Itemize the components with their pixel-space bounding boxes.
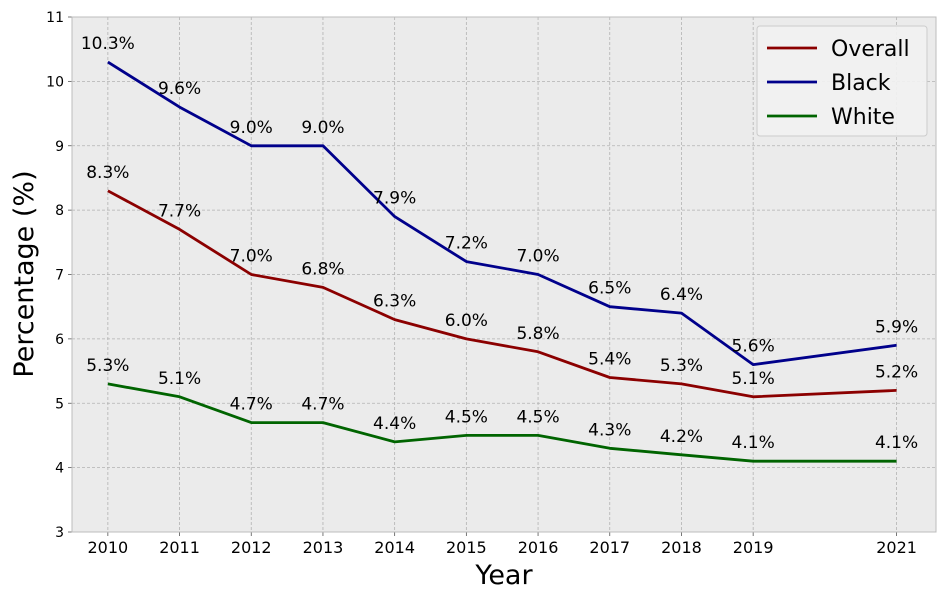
data-label-black: 7.9% (373, 189, 416, 209)
x-tick-label: 2011 (159, 538, 200, 557)
legend-label-overall: Overall (831, 37, 910, 62)
y-tick-label: 7 (55, 268, 64, 284)
y-tick-label: 8 (55, 203, 64, 219)
y-tick-label: 11 (46, 10, 64, 26)
data-label-overall: 5.4% (588, 350, 631, 370)
y-tick-label: 5 (55, 396, 64, 412)
data-label-overall: 5.1% (732, 369, 775, 389)
y-tick-label: 4 (55, 461, 64, 477)
data-label-overall: 7.7% (158, 201, 201, 221)
legend-label-black: Black (831, 71, 891, 96)
data-label-white: 4.4% (373, 414, 416, 434)
data-label-white: 4.3% (588, 420, 631, 440)
data-label-overall: 6.0% (445, 311, 488, 331)
series-line-white (107, 382, 897, 463)
data-label-black: 9.0% (301, 118, 344, 138)
x-tick-label: 2019 (733, 538, 774, 557)
data-label-overall: 8.3% (86, 163, 129, 183)
data-label-white: 4.1% (875, 433, 918, 453)
data-label-white: 4.5% (516, 407, 559, 427)
data-label-white: 4.1% (732, 433, 775, 453)
data-label-black: 7.2% (445, 234, 488, 254)
x-tick-label: 2018 (661, 538, 702, 557)
x-axis-title: Year (474, 560, 533, 591)
data-labels: 8.3% 7.7% 7.0% 6.8% 6.3% 6.0% 5.8% 5.4% 5.3% 5.1%… (81, 34, 918, 453)
data-label-overall: 6.8% (301, 259, 344, 279)
legend-box (756, 25, 928, 137)
data-label-black: 7.0% (516, 247, 559, 267)
x-tick-label: 2010 (87, 538, 128, 557)
data-label-black: 9.0% (230, 118, 273, 138)
data-label-black: 6.4% (660, 285, 703, 305)
data-label-overall: 5.8% (516, 324, 559, 344)
x-tick-label: 2015 (446, 538, 487, 557)
data-label-overall: 5.2% (875, 362, 918, 382)
x-tick-label: 2012 (231, 538, 272, 557)
data-label-overall: 6.3% (373, 292, 416, 312)
series-line-overall (107, 189, 897, 399)
y-tick-label: 10 (46, 74, 64, 90)
data-label-white: 4.2% (660, 427, 703, 447)
plot-border (71, 16, 937, 533)
x-tick-label: 2014 (374, 538, 415, 557)
data-label-white: 4.5% (445, 407, 488, 427)
x-tick-label: 2021 (876, 538, 917, 557)
data-label-black: 9.6% (158, 79, 201, 99)
data-label-white: 4.7% (230, 395, 273, 415)
data-label-black: 6.5% (588, 279, 631, 299)
legend-label-white: White (831, 105, 895, 130)
legend: Overall Black White (756, 25, 928, 137)
series-line-black (107, 60, 897, 367)
series-lines (107, 60, 897, 463)
x-tick-label: 2013 (303, 538, 344, 557)
data-label-black: 10.3% (81, 34, 135, 54)
axes: 3 4 5 6 7 8 9 10 11 2010 2011 2012 2013 2014 2015 2016 2… (46, 10, 937, 557)
data-label-white: 4.7% (301, 395, 344, 415)
y-tick-label: 9 (55, 139, 64, 155)
y-axis-title: Percentage (%) (9, 170, 40, 377)
x-tick-label: 2017 (589, 538, 630, 557)
data-label-white: 5.3% (86, 356, 129, 376)
y-tick-label: 3 (55, 525, 64, 541)
data-label-white: 5.1% (158, 369, 201, 389)
data-label-black: 5.9% (875, 317, 918, 337)
data-label-black: 5.6% (732, 337, 775, 357)
data-label-overall: 5.3% (660, 356, 703, 376)
data-label-overall: 7.0% (230, 247, 273, 267)
y-tick-label: 6 (55, 332, 64, 348)
x-tick-label: 2016 (518, 538, 559, 557)
